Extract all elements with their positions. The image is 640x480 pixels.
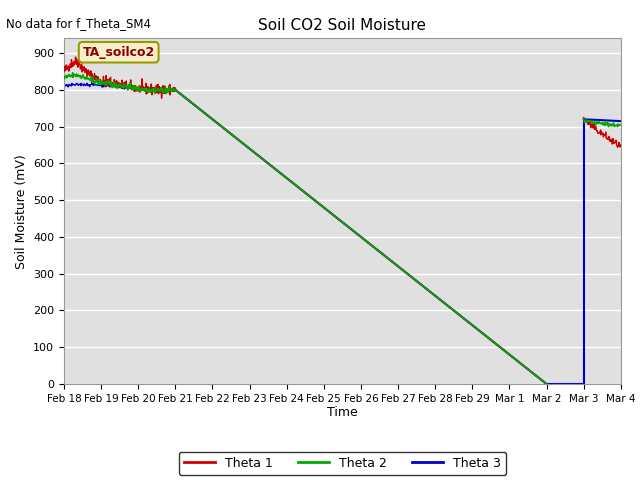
X-axis label: Time: Time [327,407,358,420]
Text: No data for f_Theta_SM4: No data for f_Theta_SM4 [6,17,152,30]
Y-axis label: Soil Moisture (mV): Soil Moisture (mV) [15,154,28,269]
Legend: Theta 1, Theta 2, Theta 3: Theta 1, Theta 2, Theta 3 [179,452,506,475]
Title: Soil CO2 Soil Moisture: Soil CO2 Soil Moisture [259,18,426,33]
Text: TA_soilco2: TA_soilco2 [83,46,155,59]
